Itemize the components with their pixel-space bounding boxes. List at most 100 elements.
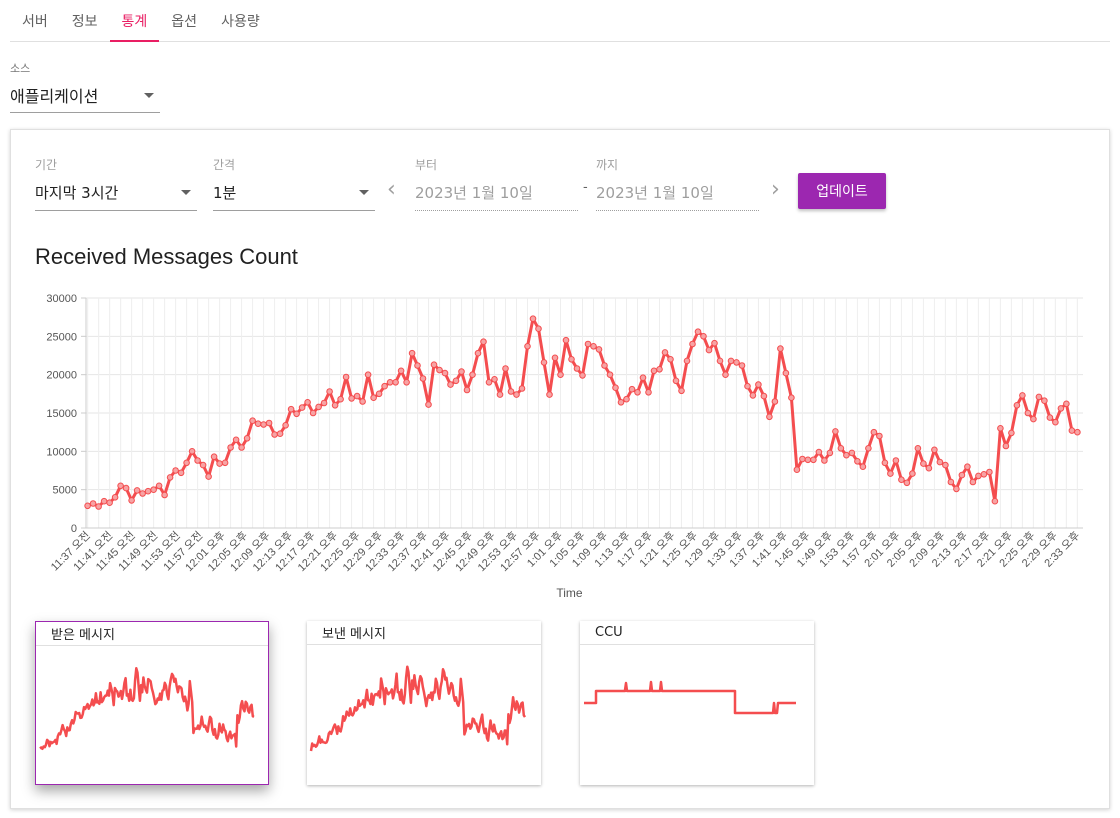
update-button[interactable]: 업데이트 — [798, 173, 886, 209]
data-point — [601, 362, 608, 369]
data-point — [326, 388, 333, 395]
chart-title: Received Messages Count — [35, 244, 298, 269]
data-point — [1046, 414, 1054, 421]
data-point — [271, 431, 278, 438]
data-point — [342, 373, 350, 381]
data-point — [331, 402, 339, 409]
data-point — [469, 371, 476, 378]
data-point — [106, 499, 113, 507]
data-point — [645, 389, 652, 396]
data-point — [936, 458, 944, 466]
tab-usage[interactable]: 사용량 — [221, 13, 260, 30]
data-point — [672, 377, 680, 385]
data-point — [518, 385, 526, 392]
tab-statistics[interactable]: 통계 — [109, 0, 160, 42]
data-point — [353, 392, 361, 400]
thumbnail-title: CCU — [580, 621, 814, 645]
source-select[interactable]: 애플리케이션 — [10, 78, 160, 113]
data-point — [293, 410, 300, 418]
data-point — [1030, 415, 1037, 423]
data-point — [656, 366, 663, 373]
data-point — [315, 403, 322, 411]
data-point — [991, 497, 999, 505]
data-point — [623, 395, 630, 403]
data-point — [876, 432, 883, 440]
data-point — [436, 366, 443, 374]
data-point — [678, 387, 685, 395]
data-point — [964, 463, 971, 471]
data-point — [128, 497, 135, 504]
data-point — [502, 365, 509, 372]
data-point — [491, 376, 498, 383]
data-point — [903, 479, 911, 487]
data-point — [760, 392, 768, 400]
data-point — [931, 446, 938, 454]
data-point — [359, 398, 366, 405]
data-point — [870, 428, 878, 436]
data-point — [221, 459, 229, 467]
to-date-input[interactable]: 2023년 1월 10일 — [596, 175, 759, 211]
data-point — [568, 356, 575, 363]
data-point — [348, 395, 355, 402]
chevron-left-icon[interactable]: ‹ — [387, 177, 396, 202]
data-point — [667, 356, 674, 363]
data-point — [909, 470, 916, 477]
data-point — [232, 436, 240, 444]
data-point — [150, 486, 157, 494]
data-point — [414, 362, 421, 369]
data-point — [238, 444, 245, 451]
data-point — [557, 371, 564, 378]
thumbnail-ccu[interactable]: CCU — [580, 621, 814, 785]
data-point — [117, 482, 124, 490]
data-point — [727, 357, 735, 365]
data-point — [161, 491, 168, 499]
data-point — [738, 362, 746, 369]
data-point — [716, 357, 724, 365]
thumbnail-series-line — [39, 667, 255, 751]
y-tick-label: 10000 — [46, 446, 77, 458]
from-date-input[interactable]: 2023년 1월 10일 — [415, 175, 578, 211]
data-point — [84, 502, 91, 510]
data-point — [584, 340, 592, 348]
data-point — [617, 399, 625, 406]
data-point — [782, 369, 790, 377]
thumbnail-received-messages[interactable]: 받은 메시지 — [35, 621, 269, 785]
data-point — [386, 379, 394, 386]
data-point — [722, 371, 729, 378]
period-select[interactable]: 마지막 3시간 — [35, 175, 197, 211]
data-point — [216, 460, 223, 467]
period-label: 기간 — [35, 158, 58, 172]
data-point — [89, 500, 97, 507]
thumbnail-sent-messages[interactable]: 보낸 메시지 — [307, 621, 541, 785]
data-point — [562, 336, 570, 344]
data-point — [337, 395, 344, 403]
y-tick-label: 30000 — [46, 293, 77, 305]
data-point — [425, 401, 432, 408]
tab-bar: 서버 정보 통계 옵션 사용량 — [10, 0, 1110, 42]
data-point — [166, 474, 174, 481]
data-point — [535, 325, 542, 332]
interval-select-value: 1분 — [213, 184, 237, 202]
y-tick-label: 15000 — [46, 408, 77, 420]
data-point — [694, 328, 702, 335]
data-point — [364, 371, 372, 378]
data-point — [320, 399, 328, 407]
caret-down-icon — [144, 92, 154, 98]
data-point — [837, 445, 845, 452]
data-point — [953, 485, 960, 493]
data-point — [205, 473, 212, 480]
tab-options[interactable]: 옵션 — [171, 13, 198, 30]
data-point — [639, 374, 647, 381]
data-point — [986, 468, 993, 476]
data-point — [865, 445, 872, 452]
data-point — [892, 457, 900, 464]
tab-server[interactable]: 서버 — [22, 13, 48, 30]
tab-info[interactable]: 정보 — [71, 13, 98, 30]
data-point — [843, 451, 850, 459]
chevron-right-icon[interactable]: › — [771, 177, 780, 202]
interval-select[interactable]: 1분 — [213, 175, 375, 211]
period-select-value: 마지막 3시간 — [35, 184, 119, 202]
data-point — [282, 422, 289, 429]
data-point — [133, 487, 141, 494]
thumbnail-chart — [39, 667, 255, 751]
